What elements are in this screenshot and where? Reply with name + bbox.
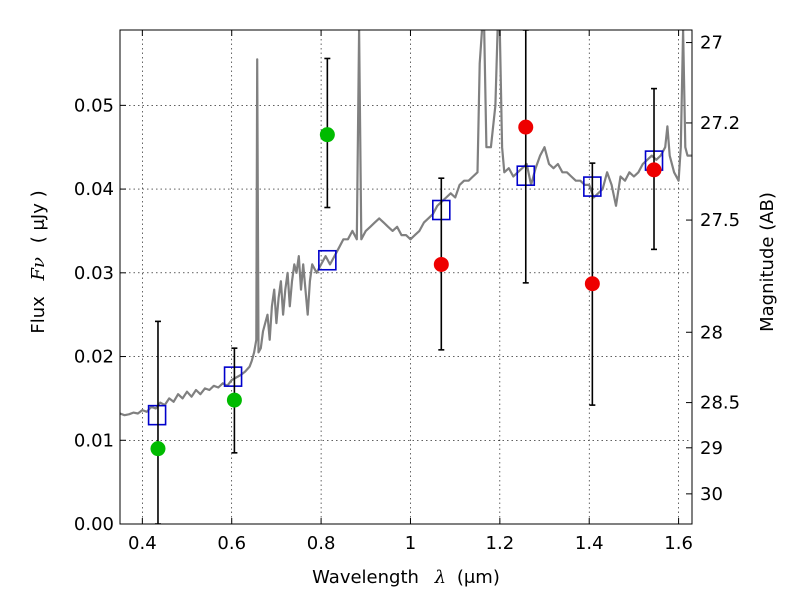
model-flux-square <box>223 366 243 387</box>
y-tick-label: 0.05 <box>74 95 114 116</box>
x-axis-symbol: λ <box>434 567 446 588</box>
y-tick-label: 0.03 <box>74 263 114 284</box>
y2-axis-title: Magnitude (AB) <box>757 192 778 332</box>
y-axis-title-text: Flux <box>28 296 49 334</box>
y-axis-symbol: Fν <box>28 257 49 281</box>
observed-flux-point <box>518 119 534 135</box>
plot-background <box>120 30 692 524</box>
y2-tick-label: 27.5 <box>700 210 740 231</box>
y-axis-title: Flux Fν ( μJy ) <box>28 190 49 333</box>
y-tick-label: 0.02 <box>74 347 114 368</box>
x-tick-label: 1 <box>405 533 416 554</box>
y-axis-unit: ( μJy ) <box>28 190 49 243</box>
x-tick-label: 0.8 <box>307 533 336 554</box>
observed-flux-point <box>226 392 242 408</box>
x-axis-title: Wavelength λ (μm) <box>312 567 500 588</box>
y2-tick-label: 28 <box>700 322 723 343</box>
x-axis-unit: (μm) <box>457 567 500 588</box>
observed-flux-point <box>433 256 449 272</box>
observed-flux-point <box>584 276 600 292</box>
axes: 0.4 0.6 0.8 1 1.2 1.4 1.6 0.00 0.01 0.02 0.03 0.04 0… <box>74 30 740 554</box>
x-tick-label: 1.6 <box>664 533 693 554</box>
y-tick-label: 0.00 <box>74 514 114 535</box>
x-tick-label: 0.4 <box>128 533 157 554</box>
observed-flux-point <box>646 162 662 178</box>
y-tick-label: 0.04 <box>74 179 114 200</box>
y2-tick-label: 27.2 <box>700 113 740 134</box>
y2-tick-label: 29 <box>700 438 723 459</box>
y2-tick-label: 27 <box>700 33 723 54</box>
observed-flux-point <box>319 127 335 143</box>
plot-frame <box>119 29 693 525</box>
y2-tick-label: 30 <box>700 484 723 505</box>
model-flux-square <box>318 249 337 271</box>
x-tick-label: 1.2 <box>486 533 515 554</box>
x-tick-label: 0.6 <box>217 533 246 554</box>
spectrum-line <box>120 30 692 417</box>
observed-flux-point <box>150 441 166 457</box>
x-tick-label: 1.4 <box>575 533 604 554</box>
model-flux-square <box>147 404 167 426</box>
y-tick-label: 0.01 <box>74 430 114 451</box>
x-axis-title-text: Wavelength <box>312 567 419 588</box>
data-layer <box>120 30 692 524</box>
y2-tick-label: 28.5 <box>700 393 740 414</box>
